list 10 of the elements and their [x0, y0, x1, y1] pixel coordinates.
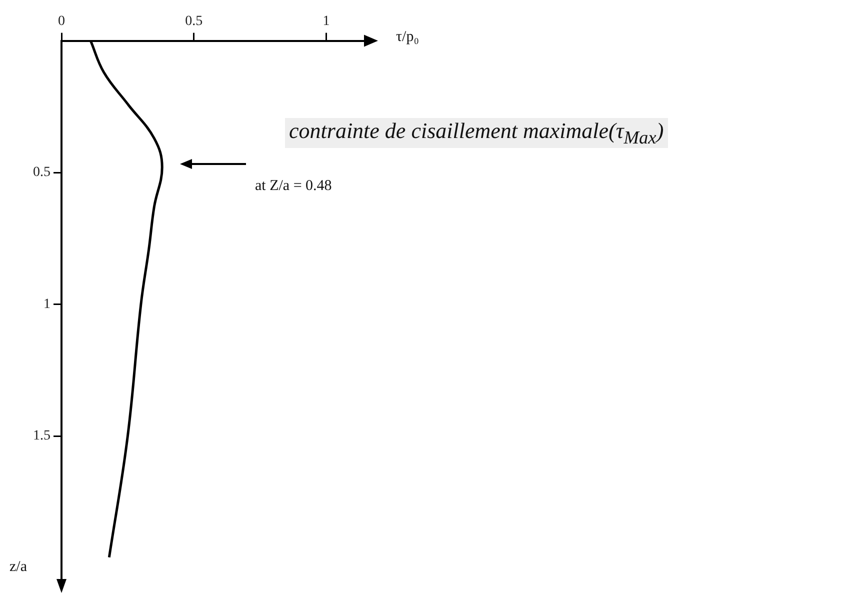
x-tick-label: 1 — [322, 14, 330, 30]
x-axis-title: τ/p₀ — [396, 28, 419, 46]
x-tick-label: 0 — [58, 14, 65, 30]
annotation: contrainte de cisaillement maximale(τ$_{Max}$) — [285, 118, 668, 148]
annotation: at Z/a = 0.48 — [255, 178, 332, 195]
y-tick-label: 1.5 — [33, 428, 50, 444]
x-tick-label: 0.5 — [185, 14, 203, 30]
y-tick-label: 0.5 — [33, 165, 50, 180]
y-axis-title: z/a — [10, 559, 27, 576]
y-tick-label: 1 — [44, 296, 50, 312]
